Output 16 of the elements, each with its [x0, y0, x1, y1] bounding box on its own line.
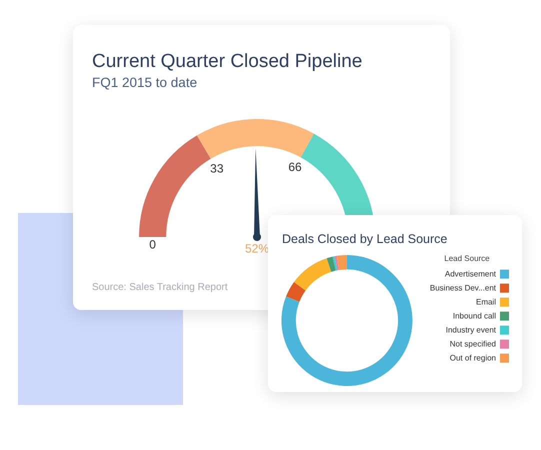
slice-label: 0 [149, 237, 156, 252]
slice-label: 66 [288, 160, 302, 174]
chart-title: Current Quarter Closed Pipeline [92, 51, 362, 73]
legend-label: Not specified [450, 339, 496, 348]
legend-label: Inbound call [452, 311, 496, 320]
chart-title: Deals Closed by Lead Source [282, 232, 448, 246]
legend-label: Advertisement [444, 269, 497, 278]
text: 52% [244, 241, 270, 256]
chart-subtitle: FQ1 2015 to date [92, 75, 198, 90]
legend-title: Lead Source [444, 254, 490, 264]
legend-label: Out of region [450, 353, 496, 362]
legend-label: Email [476, 297, 496, 306]
slice-label: 33 [210, 161, 224, 176]
legend-label: Business Dev...ent [430, 283, 497, 292]
source-note: Source: Sales Tracking Report [92, 282, 228, 293]
legend-label: Industry event [446, 325, 497, 334]
